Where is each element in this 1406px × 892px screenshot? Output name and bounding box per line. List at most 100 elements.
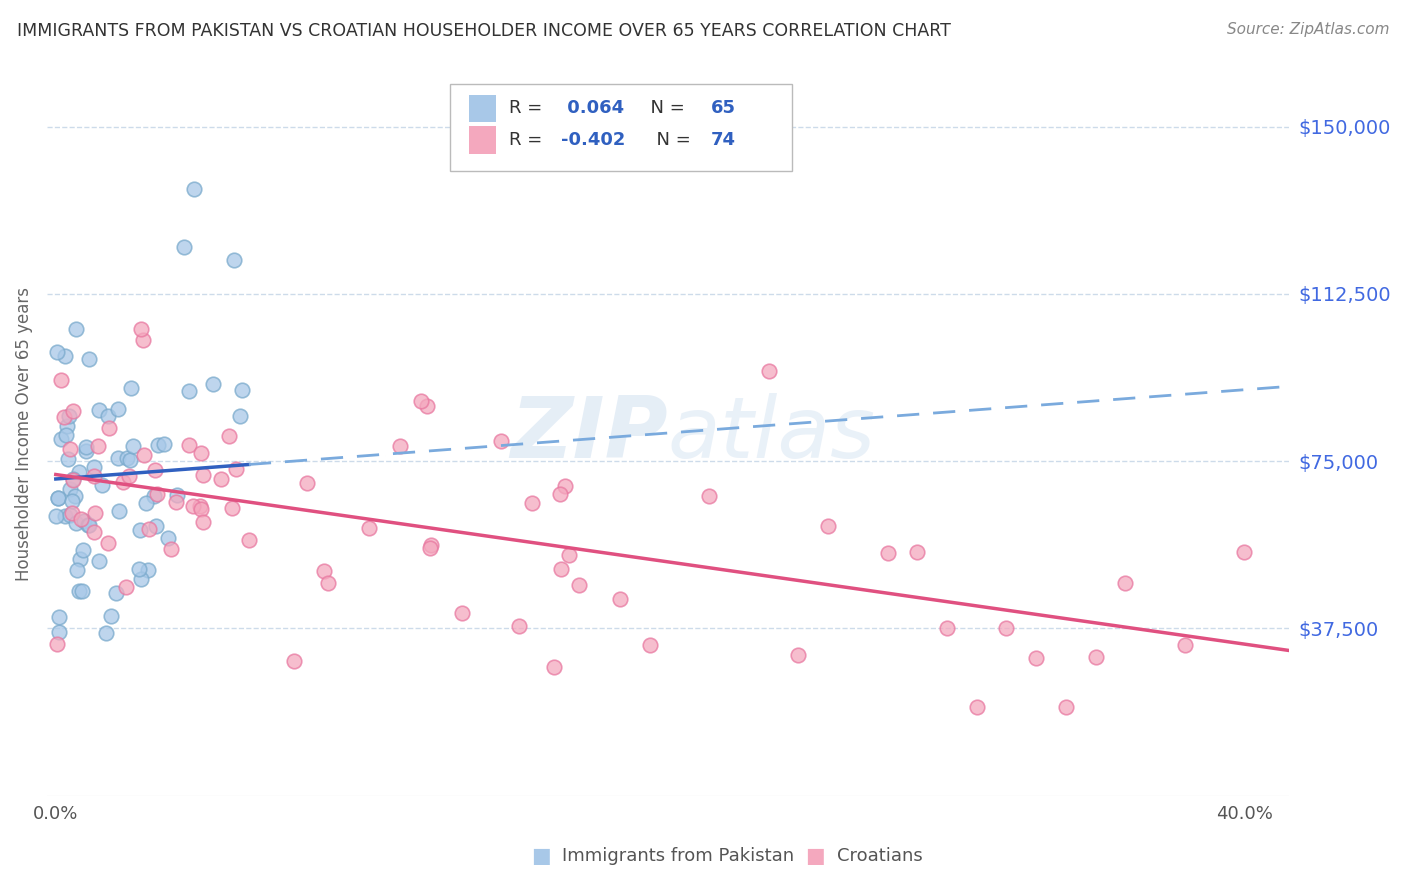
Point bbox=[62, 404, 84, 418]
Point bbox=[905, 545, 928, 559]
Point bbox=[191, 468, 214, 483]
Point bbox=[416, 399, 439, 413]
Point bbox=[53, 349, 76, 363]
Point bbox=[62, 472, 84, 486]
Point bbox=[145, 487, 167, 501]
Point bbox=[108, 504, 131, 518]
Point bbox=[550, 562, 572, 576]
Point bbox=[1174, 638, 1197, 652]
Text: R =: R = bbox=[509, 131, 548, 149]
Point bbox=[543, 660, 565, 674]
Text: IMMIGRANTS FROM PAKISTAN VS CROATIAN HOUSEHOLDER INCOME OVER 65 YEARS CORRELATIO: IMMIGRANTS FROM PAKISTAN VS CROATIAN HOU… bbox=[17, 22, 950, 40]
Point bbox=[65, 516, 87, 530]
Point bbox=[190, 446, 212, 460]
Point bbox=[550, 487, 572, 501]
Point bbox=[53, 409, 76, 424]
Point bbox=[132, 448, 155, 462]
Text: -0.402: -0.402 bbox=[561, 131, 626, 149]
Point bbox=[51, 373, 73, 387]
Point bbox=[876, 546, 898, 560]
FancyBboxPatch shape bbox=[450, 84, 792, 170]
Point bbox=[70, 584, 93, 599]
Text: 74: 74 bbox=[711, 131, 737, 149]
Point bbox=[87, 554, 110, 568]
Point bbox=[58, 409, 80, 424]
Text: Croatians: Croatians bbox=[837, 847, 922, 865]
Point bbox=[1054, 699, 1077, 714]
Point bbox=[83, 469, 105, 483]
Point bbox=[135, 496, 157, 510]
Point bbox=[46, 491, 69, 505]
Point bbox=[238, 533, 260, 547]
Point bbox=[60, 494, 83, 508]
Point bbox=[112, 475, 135, 490]
Point bbox=[936, 622, 959, 636]
Point bbox=[159, 542, 181, 557]
Point bbox=[225, 462, 247, 476]
Point bbox=[63, 489, 86, 503]
Point bbox=[77, 517, 100, 532]
Point bbox=[132, 333, 155, 347]
Text: Immigrants from Pakistan: Immigrants from Pakistan bbox=[562, 847, 794, 865]
Point bbox=[491, 434, 513, 448]
Point bbox=[65, 563, 87, 577]
Point bbox=[183, 182, 205, 196]
Point bbox=[609, 591, 631, 606]
Text: R =: R = bbox=[509, 99, 548, 118]
Point bbox=[62, 473, 84, 487]
Point bbox=[758, 364, 780, 378]
Point bbox=[554, 479, 576, 493]
Point bbox=[72, 542, 94, 557]
Text: Source: ZipAtlas.com: Source: ZipAtlas.com bbox=[1226, 22, 1389, 37]
Point bbox=[638, 638, 661, 652]
Point bbox=[202, 377, 225, 392]
Point bbox=[45, 509, 67, 524]
Point bbox=[46, 491, 69, 505]
Point bbox=[67, 583, 90, 598]
Point bbox=[153, 437, 176, 451]
Point bbox=[138, 522, 160, 536]
Point bbox=[75, 444, 97, 458]
Point bbox=[67, 465, 90, 479]
Point bbox=[59, 508, 82, 523]
Text: 65: 65 bbox=[711, 99, 737, 118]
Point bbox=[1025, 651, 1047, 665]
Point bbox=[59, 482, 82, 496]
Point bbox=[115, 580, 138, 594]
Point bbox=[568, 577, 591, 591]
Point bbox=[419, 538, 441, 552]
Point bbox=[107, 450, 129, 465]
Point bbox=[508, 619, 530, 633]
Point bbox=[966, 699, 988, 714]
Point bbox=[89, 402, 111, 417]
Point bbox=[209, 472, 232, 486]
Point bbox=[129, 322, 152, 336]
Point bbox=[156, 531, 179, 545]
Point bbox=[83, 525, 105, 540]
Point bbox=[115, 450, 138, 465]
Point bbox=[62, 506, 84, 520]
Point bbox=[231, 383, 253, 397]
Point bbox=[817, 519, 839, 533]
Point bbox=[86, 439, 108, 453]
Point bbox=[1233, 545, 1256, 559]
Text: 0.064: 0.064 bbox=[561, 99, 624, 118]
Point bbox=[177, 384, 200, 398]
Point bbox=[316, 576, 339, 591]
Point bbox=[118, 469, 141, 483]
Text: ■: ■ bbox=[806, 847, 825, 866]
Point bbox=[70, 512, 93, 526]
Point bbox=[411, 393, 433, 408]
FancyBboxPatch shape bbox=[470, 95, 496, 122]
Point bbox=[55, 419, 77, 434]
Point bbox=[53, 508, 76, 523]
Point bbox=[97, 421, 120, 435]
Point bbox=[77, 351, 100, 366]
Point bbox=[48, 625, 70, 640]
Point bbox=[96, 625, 118, 640]
Point bbox=[995, 621, 1018, 635]
Point bbox=[1114, 576, 1136, 591]
Point bbox=[69, 551, 91, 566]
Point bbox=[143, 489, 166, 503]
Point bbox=[138, 563, 160, 577]
